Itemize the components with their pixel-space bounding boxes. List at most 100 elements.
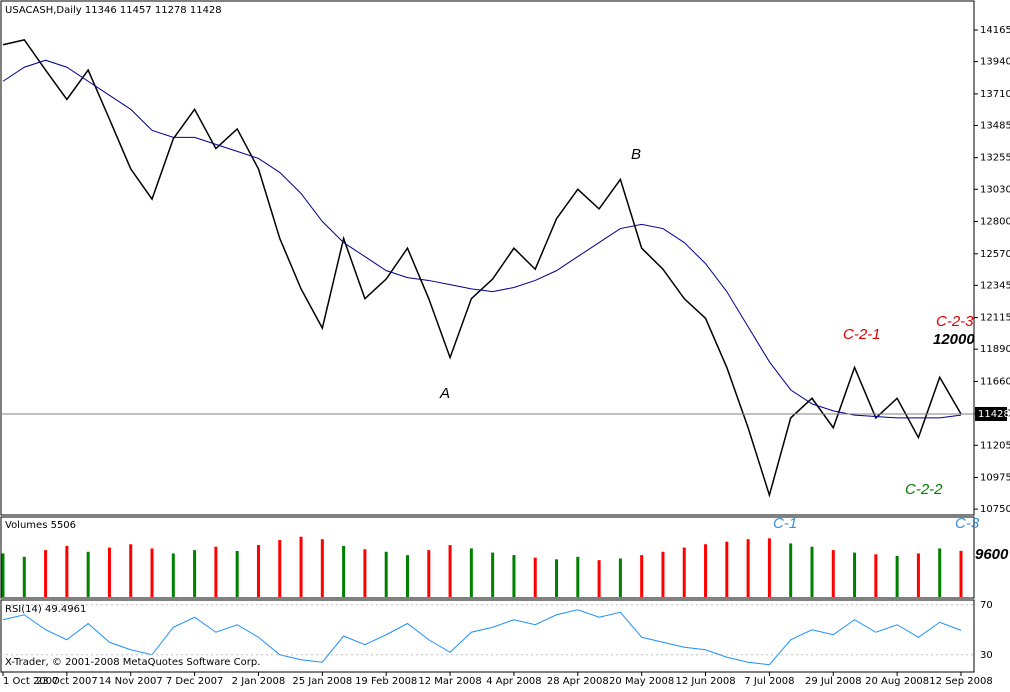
y-tick-label: 11890: [980, 344, 1010, 355]
volume-bar: [512, 555, 516, 597]
volume-bar: [682, 547, 686, 597]
volume-bar: [874, 554, 878, 597]
volume-bar: [278, 540, 282, 597]
x-tick-label: 23 Oct 2007: [36, 676, 98, 687]
volume-bar: [150, 548, 154, 597]
x-tick-label: 2 Jan 2008: [232, 676, 286, 687]
x-tick-label: 1 Oct 2007: [3, 676, 58, 687]
x-tick-label: 14 Nov 2007: [99, 676, 163, 687]
x-tick-label: 19 Feb 2008: [355, 676, 417, 687]
volume-bar: [959, 550, 963, 597]
wave-label: C-1: [773, 515, 797, 532]
volume-bar: [320, 539, 324, 597]
x-tick-label: 4 Apr 2008: [486, 676, 541, 687]
volume-bar: [448, 545, 452, 597]
current-price-label: 11428: [978, 409, 1010, 420]
volume-bar: [491, 552, 495, 597]
volume-bar: [704, 544, 708, 597]
x-tick-label: 7 Dec 2007: [166, 676, 224, 687]
y-tick-label: 11205: [980, 440, 1010, 451]
volume-bar: [746, 539, 750, 597]
y-tick-label: 10750: [980, 504, 1010, 515]
y-tick-label: 12800: [980, 217, 1010, 228]
wave-label: B: [631, 146, 641, 163]
x-tick-label: 20 May 2008: [609, 676, 674, 687]
wave-label: A: [439, 385, 450, 402]
y-tick-label: 11660: [980, 376, 1010, 387]
volume-bar: [363, 549, 367, 597]
volume-bar: [214, 546, 218, 597]
volume-bar: [597, 560, 601, 597]
x-tick-label: 7 Jul 2008: [744, 676, 794, 687]
price-panel: [0, 0, 975, 516]
y-tick-label: 10975: [980, 473, 1010, 484]
volume-bar: [235, 550, 239, 597]
rsi-tick-label: 70: [980, 600, 993, 611]
x-tick-label: 25 Jan 2008: [292, 676, 352, 687]
y-tick-label: 13940: [980, 57, 1010, 68]
volume-bar: [427, 550, 431, 597]
volume-bar: [22, 556, 26, 597]
volume-bar: [65, 545, 69, 597]
volume-bar: [895, 555, 899, 597]
volume-bar: [533, 557, 537, 597]
volume-bar: [938, 548, 942, 597]
y-tick-label: 12570: [980, 249, 1010, 260]
rsi-tick-label: 30: [980, 650, 993, 661]
volume-bar: [916, 553, 920, 597]
volume-bar: [384, 551, 388, 597]
volume-bar: [405, 555, 409, 597]
x-tick-label: 12 Jun 2008: [675, 676, 735, 687]
volume-bar: [725, 541, 729, 597]
volume-bar: [831, 550, 835, 597]
wave-label: C-2-1: [843, 326, 881, 343]
volume-bar: [810, 546, 814, 597]
footer: X-Trader, © 2001-2008 MetaQuotes Softwar…: [5, 657, 260, 668]
volume-bar: [107, 547, 111, 597]
rsi-panel: [0, 599, 975, 673]
current-price-box: [975, 406, 1007, 421]
volume-bar: [129, 544, 133, 597]
volume-title: Volumes 5506: [5, 520, 76, 531]
price-line: [2, 59, 962, 419]
volume-bar: [618, 558, 622, 597]
volume-bar: [86, 551, 90, 597]
price-line: [2, 39, 962, 498]
volume-bar: [193, 550, 197, 597]
wave-label: C-2-2: [905, 481, 943, 498]
volume-bar: [661, 551, 665, 597]
x-tick-label: 12 Sep 2008: [929, 676, 992, 687]
volume-bar: [171, 553, 175, 597]
volume-bar: [853, 552, 857, 597]
wave-label: C-2-3: [936, 313, 974, 330]
volume-bar: [469, 548, 473, 597]
y-tick-label: 14165: [980, 25, 1010, 36]
volume-bar: [299, 536, 303, 597]
y-tick-label: 12345: [980, 280, 1010, 291]
volume-bar: [44, 550, 48, 597]
volume-bar: [640, 555, 644, 597]
volume-bar: [576, 556, 580, 597]
volume-bar: [342, 545, 346, 597]
volume-bar: [555, 559, 559, 597]
volume-bar: [1, 553, 5, 597]
wave-label: 12000: [933, 331, 975, 348]
wave-label: C-3: [955, 515, 980, 532]
volume-bar: [256, 545, 260, 597]
y-tick-label: 13030: [980, 184, 1010, 195]
rsi-line: [2, 609, 962, 666]
volume-panel: [0, 516, 975, 599]
y-tick-label: 13485: [980, 120, 1010, 131]
rsi-title: RSI(14) 49.4961: [5, 604, 86, 615]
chart-title: USACASH,Daily 11346 11457 11278 11428: [5, 5, 222, 16]
volume-bar: [767, 538, 771, 597]
x-tick-label: 29 Jul 2008: [805, 676, 862, 687]
x-tick-label: 12 Mar 2008: [418, 676, 481, 687]
x-tick-label: 28 Apr 2008: [547, 676, 609, 687]
y-tick-label: 13255: [980, 153, 1010, 164]
volume-bar: [789, 543, 793, 597]
y-tick-label: 12115: [980, 313, 1010, 324]
y-tick-label: 13710: [980, 89, 1010, 100]
x-tick-label: 20 Aug 2008: [865, 676, 929, 687]
